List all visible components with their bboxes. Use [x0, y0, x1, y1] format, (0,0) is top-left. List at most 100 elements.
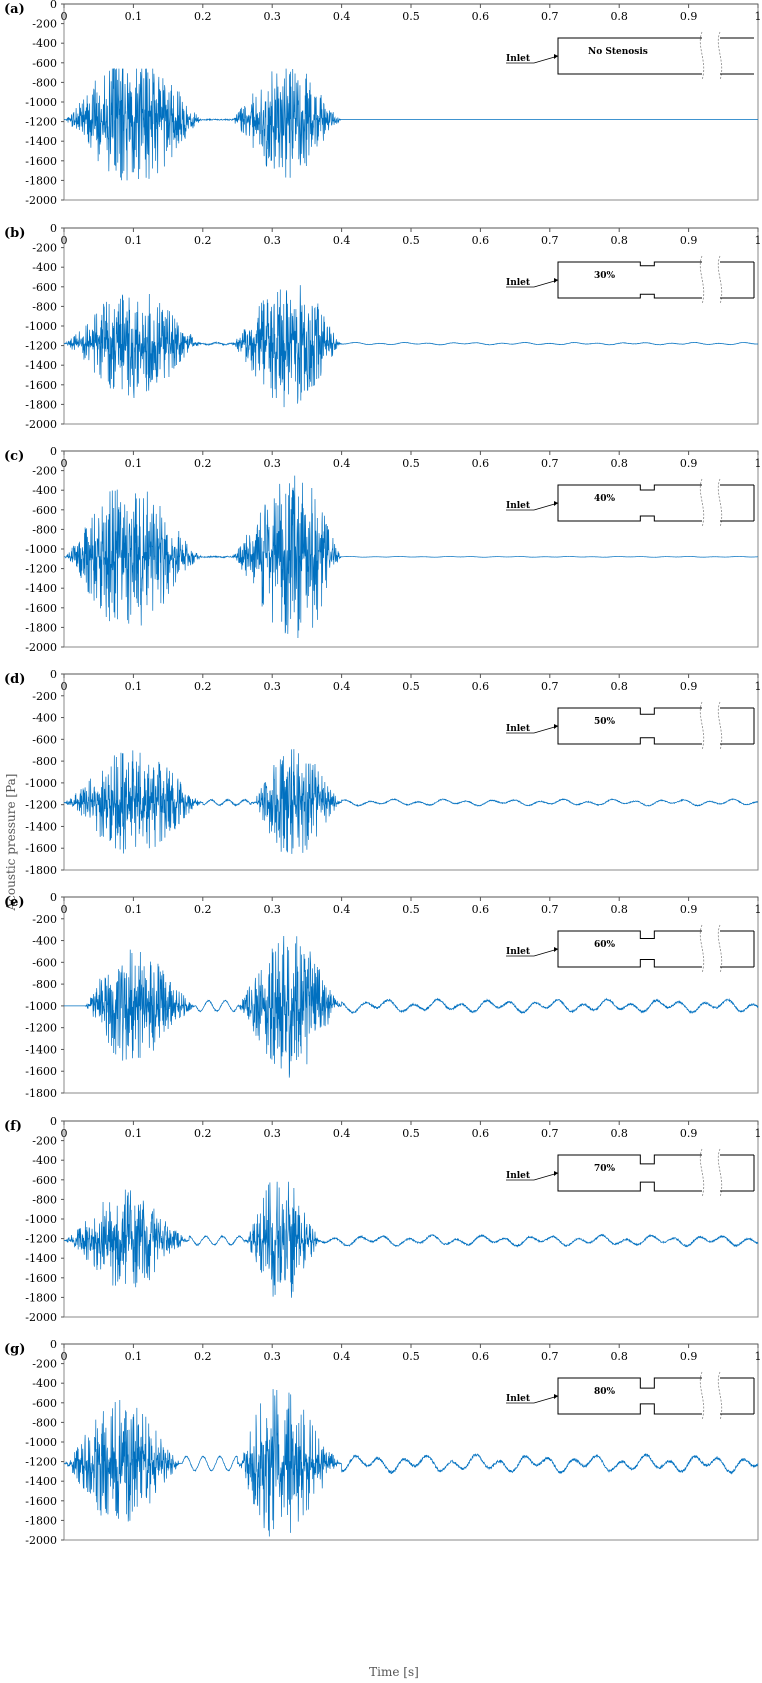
y-tick-label: -1000 — [25, 1000, 57, 1013]
x-tick-label: 0.9 — [680, 457, 698, 470]
pressure-series-line — [63, 1389, 759, 1537]
inlet-arrow-icon — [554, 947, 558, 952]
y-tick-label: -1000 — [25, 96, 57, 109]
x-tick-label: 0.9 — [680, 10, 698, 23]
vessel-outline — [557, 707, 702, 745]
y-tick-label: -1200 — [25, 116, 57, 129]
y-tick-label: -1000 — [25, 543, 57, 556]
x-tick-label: 0.7 — [541, 1127, 559, 1140]
y-tick-label: -1800 — [25, 398, 57, 411]
y-tick-label: 0 — [50, 1338, 57, 1351]
y-tick-label: -600 — [32, 733, 57, 746]
vessel-inset: Inlet 50% — [506, 701, 755, 751]
x-tick-label: 0 — [61, 10, 68, 23]
inlet-arrow-icon — [554, 1171, 558, 1176]
x-tick-label: 0.8 — [610, 1350, 628, 1363]
vessel-outline — [557, 261, 702, 299]
y-tick-label: -1000 — [25, 1436, 57, 1449]
y-tick-label: -600 — [32, 1397, 57, 1410]
y-tick-label: -600 — [32, 956, 57, 969]
panels: (a) 0 -200 -400 -600 -800 -1000 -1200 -1400 -1600… — [4, 0, 762, 1547]
x-tick-label: 0.9 — [680, 234, 698, 247]
y-tick-label: -1800 — [25, 864, 57, 877]
x-tick-label: 0.8 — [610, 234, 628, 247]
vessel-inset: Inlet 60% — [506, 924, 755, 974]
panel-label: (g) — [4, 1342, 25, 1357]
x-tick-label: 0.2 — [194, 234, 212, 247]
x-tick-label: 0.6 — [472, 10, 490, 23]
y-tick-label: -1800 — [25, 621, 57, 634]
inlet-arrow-icon — [554, 724, 558, 729]
plot-area — [63, 450, 759, 648]
inlet-label: Inlet — [506, 501, 531, 511]
y-tick-label: -1400 — [25, 135, 57, 148]
x-tick-label: 0.2 — [194, 1350, 212, 1363]
break-mark — [717, 1371, 723, 1421]
y-tick-label: -1000 — [25, 1213, 57, 1226]
y-tick-label: -1200 — [25, 1456, 57, 1469]
x-tick-label: 0.2 — [194, 903, 212, 916]
x-tick-label: 1 — [755, 1350, 762, 1363]
x-tick-label: 0.4 — [333, 457, 351, 470]
x-tick-label: 0.4 — [333, 10, 351, 23]
break-mark — [699, 701, 705, 751]
inlet-arrow-icon — [554, 501, 558, 506]
x-tick-label: 0.6 — [472, 680, 490, 693]
x-tick-label: 0.2 — [194, 10, 212, 23]
y-tick-label: -800 — [32, 300, 57, 313]
x-tick-label: 0.4 — [333, 1127, 351, 1140]
y-tick-label: -1800 — [25, 1514, 57, 1527]
x-tick-label: 1 — [755, 234, 762, 247]
chart-panel: (g) 0 -200 -400 -600 -800 -1000 -1200 -1400 -1600… — [4, 1338, 762, 1547]
x-tick-label: 0.3 — [263, 234, 281, 247]
x-tick-label: 0.5 — [402, 1350, 420, 1363]
x-tick-label: 0.4 — [333, 234, 351, 247]
y-tick-label: -1200 — [25, 340, 57, 353]
x-axis-title: Time [s] — [369, 1665, 419, 1679]
vessel-inset: Inlet 70% — [506, 1148, 755, 1198]
stenosis-label: 80% — [594, 1387, 616, 1397]
y-tick-label: -600 — [32, 281, 57, 294]
y-tick-label: -600 — [32, 1174, 57, 1187]
x-tick-label: 0.8 — [610, 680, 628, 693]
inlet-label: Inlet — [506, 1171, 531, 1181]
x-tick-label: 0.8 — [610, 457, 628, 470]
x-tick-label: 0.7 — [541, 234, 559, 247]
y-tick-label: -1600 — [25, 1272, 57, 1285]
x-tick-label: 1 — [755, 10, 762, 23]
y-tick-label: -1600 — [25, 1065, 57, 1078]
break-mark — [717, 478, 723, 528]
x-tick-label: 0.3 — [263, 457, 281, 470]
panel-label: (f) — [4, 1119, 22, 1134]
y-tick-label: -600 — [32, 57, 57, 70]
break-mark — [717, 255, 723, 305]
y-tick-label: -1000 — [25, 320, 57, 333]
y-tick-label: 0 — [50, 445, 57, 458]
inlet-arrow-icon — [554, 54, 558, 59]
y-tick-label: -1800 — [25, 1291, 57, 1304]
x-tick-label: 1 — [755, 680, 762, 693]
x-tick-label: 0.7 — [541, 457, 559, 470]
stenosis-label: 70% — [594, 1164, 616, 1174]
chart-panel: (b) 0 -200 -400 -600 -800 -1000 -1200 -1400 -1600… — [4, 222, 762, 431]
stenosis-label: No Stenosis — [588, 47, 648, 57]
pressure-series-line — [63, 749, 759, 854]
x-tick-label: 0.6 — [472, 1350, 490, 1363]
break-mark — [717, 924, 723, 974]
stenosis-label: 30% — [594, 271, 616, 281]
y-tick-label: -200 — [32, 913, 57, 926]
y-tick-label: -400 — [32, 484, 57, 497]
x-tick-label: 0.7 — [541, 1350, 559, 1363]
x-tick-label: 0.3 — [263, 903, 281, 916]
chart-panel: (a) 0 -200 -400 -600 -800 -1000 -1200 -1400 -1600… — [4, 0, 762, 207]
y-tick-label: -1200 — [25, 1022, 57, 1035]
x-tick-label: 0.2 — [194, 1127, 212, 1140]
y-tick-label: -200 — [32, 690, 57, 703]
x-tick-label: 0.6 — [472, 457, 490, 470]
y-tick-label: -800 — [32, 755, 57, 768]
x-tick-label: 0.1 — [125, 234, 143, 247]
x-tick-label: 0 — [61, 1127, 68, 1140]
x-tick-label: 0.5 — [402, 234, 420, 247]
y-tick-label: -1600 — [25, 842, 57, 855]
x-tick-label: 0.9 — [680, 903, 698, 916]
